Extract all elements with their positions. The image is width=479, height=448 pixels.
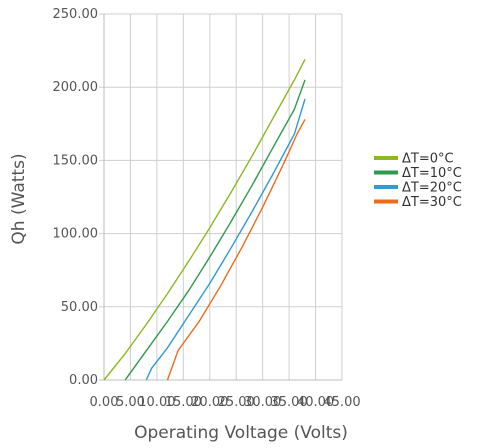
x-tick-label: 5.00 — [116, 395, 145, 410]
legend-swatch — [374, 199, 398, 204]
x-tick-label: 0.00 — [90, 395, 119, 410]
gridlines — [99, 13, 343, 381]
legend-label: ΔT=0°C — [402, 152, 454, 167]
y-tick-label: 50.00 — [61, 300, 98, 315]
y-tick-labels: 0.00 50.00 100.00 150.00 200.00 250.00 — [53, 7, 99, 388]
legend: ΔT=0°CΔT=10°CΔT=20°CΔT=30°C — [374, 152, 462, 210]
series-line-4 — [166, 119, 306, 381]
y-tick-label: 250.00 — [53, 7, 99, 22]
y-axis-title: Qh (Watts) — [9, 153, 29, 244]
x-tick-labels: 0.005.0010.0015.0020.0025.0030.0035.0040… — [90, 395, 361, 410]
x-tick-label: 10.00 — [138, 395, 175, 410]
axes — [99, 14, 342, 381]
legend-swatch — [374, 156, 398, 160]
y-tick-label: 200.00 — [53, 80, 99, 95]
y-tick-label: 150.00 — [53, 153, 99, 168]
series-line-3 — [145, 98, 306, 381]
x-tick-label: 25.00 — [218, 395, 255, 410]
y-tick-label: 100.00 — [53, 227, 99, 242]
legend-label: ΔT=20°C — [402, 181, 462, 196]
x-tick-label: 15.00 — [165, 395, 202, 410]
legend-label: ΔT=10°C — [402, 166, 462, 181]
x-tick-label: 30.00 — [244, 395, 281, 410]
x-tick-label: 20.00 — [191, 395, 228, 410]
legend-label: ΔT=30°C — [402, 195, 462, 210]
x-tick-label: 40.00 — [297, 395, 334, 410]
series-line-1 — [103, 59, 306, 381]
x-tick-label: 45.00 — [323, 395, 360, 410]
y-tick-label: 0.00 — [69, 373, 98, 388]
plot-area — [103, 59, 306, 381]
x-axis-title: Operating Voltage (Volts) — [134, 423, 348, 443]
legend-swatch — [374, 170, 398, 175]
legend-swatch — [374, 185, 398, 189]
x-tick-label: 35.00 — [271, 395, 308, 410]
series-line-2 — [124, 79, 306, 381]
